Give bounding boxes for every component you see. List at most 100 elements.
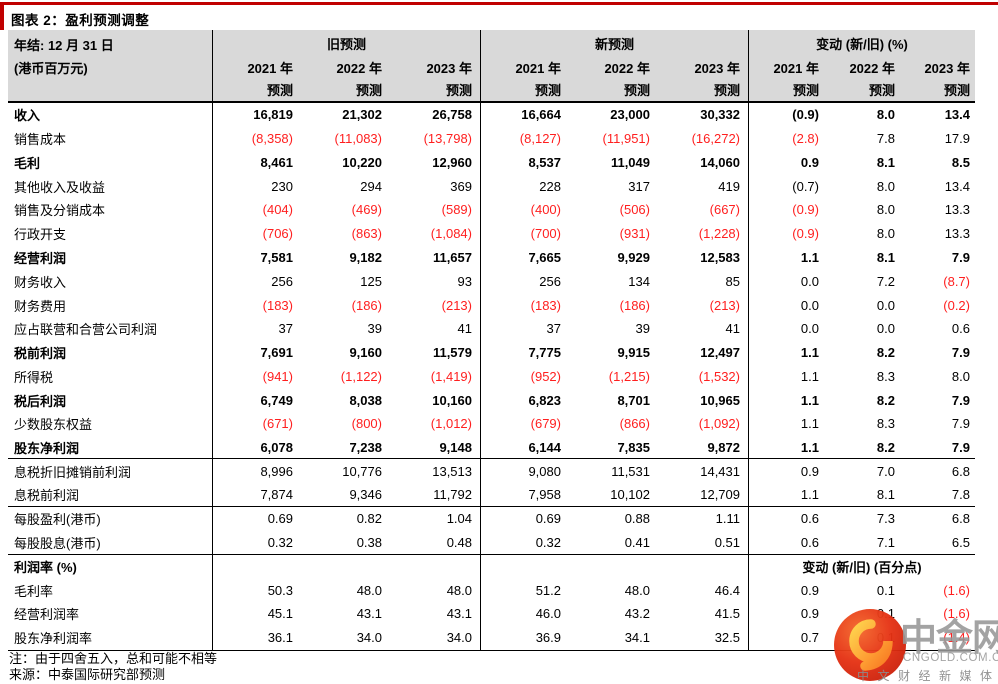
footnotes: 注：由于四舍五入，总和可能不相等 来源：中泰国际研究部预测: [9, 651, 217, 682]
value-cell: 0.32: [480, 530, 569, 554]
value-cell: (1,092): [698, 416, 740, 432]
table-row: 毛利 8,461 10,220 12,960 8,537 11,049 14,060 0.9 8…: [8, 150, 975, 175]
value-cell: 7.9: [951, 416, 970, 432]
row-label: 收入: [14, 108, 41, 124]
value-cell: 8.0: [876, 202, 895, 218]
value-cell: 48.0: [446, 582, 472, 598]
value-cell: (1,122): [340, 368, 382, 384]
value-cell: 8.1: [876, 154, 895, 170]
value-cell: (1,228): [698, 226, 740, 242]
year-header: 2022 年: [336, 60, 382, 76]
value-cell: 294: [360, 178, 382, 194]
value-cell: (11,951): [602, 131, 650, 147]
value-cell: 85: [725, 273, 740, 289]
value-cell: 6.5: [951, 534, 970, 550]
value-cell: 0.82: [356, 511, 382, 527]
value-cell: (1.4): [943, 630, 970, 646]
row-label: 所得税: [14, 369, 54, 385]
value-cell: (186): [619, 297, 650, 313]
row-label: 税前利润: [14, 346, 67, 362]
value-cell: 0.41: [624, 534, 650, 550]
value-cell: 8,461: [212, 150, 301, 175]
table-row: 销售成本 (8,358) (11,083) (13,798) (8,127) (11,95…: [8, 126, 975, 151]
value-cell: 134: [628, 273, 650, 289]
table-header: 年结: 12 月 31 日 (港币百万元) 旧预测 新预测 变动 (新/旧) (…: [8, 30, 975, 103]
value-cell: 39: [367, 321, 382, 337]
value-cell: 7.9: [951, 249, 970, 265]
value-cell: 8.0: [876, 226, 895, 242]
value-cell: 7.8: [951, 487, 970, 503]
value-cell: 37: [212, 316, 301, 341]
value-cell: 228: [480, 174, 569, 199]
rounding-note: 注：由于四舍五入，总和可能不相等: [9, 651, 218, 666]
value-cell: (404): [212, 198, 301, 222]
table-row: 毛利率 50.3 48.0 48.0 51.2 48.0 46.4 0.9 0.1 (1.6): [8, 578, 975, 603]
value-cell: (13,798): [423, 131, 472, 147]
value-cell: 11,531: [611, 463, 650, 479]
value-cell: 13.3: [944, 202, 970, 218]
value-cell: 10,965: [700, 392, 740, 408]
source-note: 来源：中泰国际研究部预测: [9, 666, 166, 682]
value-cell: 0.9: [748, 602, 824, 626]
row-label: 税后利润: [14, 393, 67, 409]
value-cell: (1,532): [698, 368, 740, 384]
value-cell: 419: [718, 178, 740, 194]
value-cell: 1.1: [748, 483, 824, 507]
table-row: 收入 16,819 21,302 26,758 16,664 23,000 30,332 (0…: [8, 103, 975, 127]
row-label: 每股盈利(港币): [14, 512, 101, 528]
row-label: 应占联营和合营公司利润: [14, 322, 158, 338]
value-cell: (863): [351, 226, 382, 242]
value-cell: 8.5: [951, 154, 970, 170]
table-row: 税后利润 6,749 8,038 10,160 6,823 8,701 10,965 1.1 8…: [8, 388, 975, 412]
value-cell: (706): [212, 221, 301, 246]
value-cell: 17.9: [944, 131, 970, 147]
table-row: 每股股息(港币) 0.32 0.38 0.48 0.32 0.41 0.51 0.6 7.1 6.…: [8, 530, 975, 555]
value-cell: 256: [212, 269, 301, 294]
value-cell: 7,691: [212, 340, 301, 365]
value-cell: 7,874: [212, 483, 301, 507]
value-cell: (0.7): [748, 174, 824, 199]
value-cell: 11,579: [432, 345, 472, 361]
table-row: 经营利润率 45.1 43.1 43.1 46.0 43.2 41.5 0.9 0.1 (1.6): [8, 602, 975, 626]
value-cell: (213): [441, 297, 472, 313]
value-cell: 7,665: [480, 245, 569, 270]
value-cell: (700): [480, 221, 569, 246]
value-cell: 0.0: [748, 316, 824, 341]
value-cell: 14,060: [700, 154, 740, 170]
value-cell: 48.0: [624, 582, 650, 598]
year-header: 2021 年: [212, 54, 301, 80]
value-cell: [658, 555, 748, 579]
value-cell: 0.9: [748, 150, 824, 175]
value-cell: (11,083): [334, 131, 382, 147]
value-cell: 43.1: [356, 606, 382, 622]
value-cell: 125: [360, 273, 382, 289]
value-cell: 0.69: [212, 507, 301, 531]
value-cell: (183): [212, 293, 301, 317]
value-cell: 7.0: [876, 463, 895, 479]
value-cell: 8,537: [480, 150, 569, 175]
value-cell: [569, 555, 658, 579]
value-cell: 23,000: [610, 107, 650, 123]
value-cell: 9,148: [439, 439, 472, 455]
value-cell: (931): [619, 226, 650, 242]
value-cell: 43.2: [624, 606, 650, 622]
table-row: 财务费用 (183) (186) (213) (183) (186) (213) 0.0 0.0…: [8, 293, 975, 317]
value-cell: 16,819: [212, 103, 301, 127]
value-cell: 0.0: [748, 293, 824, 317]
row-label: 息税前利润: [14, 488, 80, 504]
value-cell: (1.6): [943, 606, 970, 622]
value-cell: 1.1: [748, 245, 824, 270]
value-cell: (671): [212, 411, 301, 436]
value-cell: 0.0: [876, 321, 895, 337]
value-cell: 21,302: [342, 107, 382, 123]
value-cell: 93: [457, 273, 472, 289]
table-row: 经营利润 7,581 9,182 11,657 7,665 9,929 12,583 1.1 8…: [8, 245, 975, 270]
value-cell: 0.32: [212, 530, 301, 554]
value-cell: 7,835: [617, 439, 650, 455]
value-cell: 0.0: [748, 269, 824, 294]
value-cell: 13.3: [944, 226, 970, 242]
value-cell: 6,078: [212, 435, 301, 459]
value-cell: 12,709: [700, 487, 740, 503]
value-cell: 0.51: [714, 534, 740, 550]
value-cell: 8.2: [876, 439, 895, 455]
